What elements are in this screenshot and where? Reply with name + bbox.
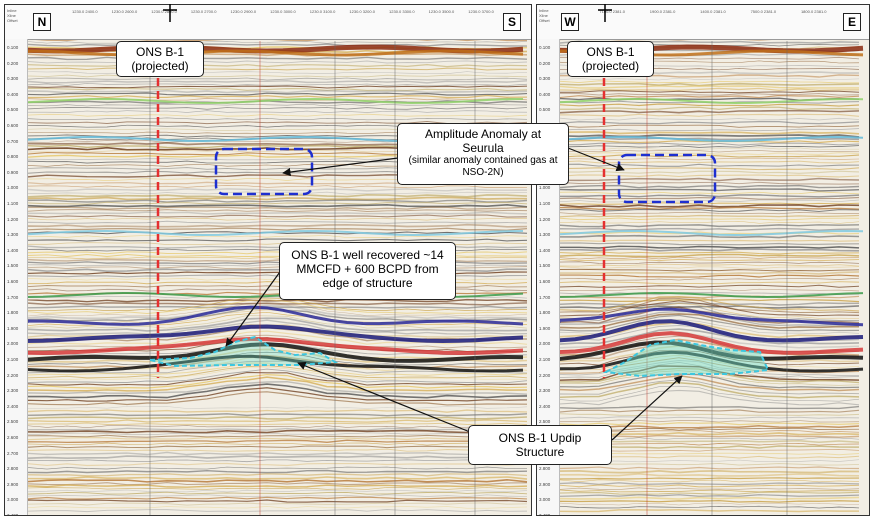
time-tick-label: 1.300 <box>7 232 19 238</box>
time-tick-label: 1.700 <box>539 294 551 300</box>
direction-label-east: E <box>843 13 861 31</box>
time-tick-label: 0.300 <box>539 76 551 82</box>
time-tick-label: 3.000 <box>539 497 551 503</box>
time-tick-label: 0.800 <box>7 154 19 160</box>
time-tick-label: 1.100 <box>539 201 551 206</box>
time-tick-label: 2.000 <box>7 341 19 347</box>
header-labels: Inline Xline Offset <box>7 8 18 23</box>
time-tick-label: 2.400 <box>7 403 19 409</box>
time-tick-label: 1.500 <box>7 263 19 269</box>
time-tick-label: 2.300 <box>539 388 551 394</box>
time-tick-label: 1.900 <box>7 325 19 331</box>
time-tick-label: 0.100 <box>7 45 19 50</box>
time-tick-label: 1.000 <box>539 185 551 191</box>
time-tick-label: 1.800 <box>539 310 551 316</box>
direction-label-north: N <box>33 13 51 31</box>
time-tick-label: 1.500 <box>539 263 551 269</box>
time-tick-label: 1.600 <box>7 279 19 284</box>
time-tick-label: 2.900 <box>7 481 19 487</box>
time-tick-label: 0.300 <box>7 76 19 82</box>
time-axis-left: 0.100 0.200 0.300 0.400 0.500 0.600 0.700 0.800… <box>5 39 28 515</box>
time-tick-label: 1.400 <box>539 247 551 253</box>
time-tick-label: 1.200 <box>539 216 551 222</box>
time-tick-label: 2.100 <box>539 357 551 362</box>
direction-label-west: W <box>561 13 579 31</box>
time-tick-label: 0.200 <box>7 60 19 66</box>
time-tick-label: 1.300 <box>539 232 551 238</box>
header-trace-numbers: 1230.0 2400.0 1230.0 2600.0 1230.0 2800.0 1… <box>72 9 494 14</box>
section-header-right: Inline Xline Offset 7100.0 2381.0 1900.0 … <box>537 5 869 40</box>
time-tick-label: 0.600 <box>7 123 19 128</box>
time-tick-label: 1.900 <box>539 325 551 331</box>
time-tick-label: 2.800 <box>539 466 551 472</box>
section-header-left: Inline Xline Offset 1230.0 2400.0 1230.0 … <box>5 5 531 40</box>
callout-updip-structure: ONS B-1 Updip Structure <box>468 425 612 465</box>
time-tick-label: 2.500 <box>539 419 551 425</box>
time-tick-label: 3.400 <box>7 513 19 516</box>
time-tick-label: 1.100 <box>7 201 19 206</box>
callout-well-recovery: ONS B-1 well recovered ~14 MMCFD + 600 B… <box>279 242 456 300</box>
time-tick-label: 1.700 <box>7 294 19 300</box>
time-tick-label: 1.200 <box>7 216 19 222</box>
time-tick-label: 0.700 <box>7 138 19 144</box>
time-tick-label: 2.000 <box>539 341 551 347</box>
time-tick-label: 2.700 <box>7 450 19 456</box>
time-tick-label: 2.100 <box>7 357 19 362</box>
callout-well-left: ONS B-1 (projected) <box>116 41 204 77</box>
time-tick-label: 0.200 <box>539 60 551 66</box>
time-tick-label: 2.300 <box>7 388 19 394</box>
time-tick-label: 0.500 <box>539 107 551 113</box>
time-tick-label: 2.800 <box>7 466 19 472</box>
time-tick-label: 0.400 <box>539 91 551 97</box>
time-tick-label: 0.400 <box>7 91 19 97</box>
header-labels: Inline Xline Offset <box>539 8 550 23</box>
time-tick-label: 2.500 <box>7 419 19 425</box>
time-tick-label: 2.600 <box>7 435 19 440</box>
time-tick-label: 2.200 <box>539 372 551 378</box>
callout-amplitude-anomaly: Amplitude Anomaly at Seurula (similar an… <box>397 123 569 185</box>
time-tick-label: 0.500 <box>7 107 19 113</box>
direction-label-south: S <box>503 13 521 31</box>
time-tick-label: 1.400 <box>7 247 19 253</box>
callout-well-right: ONS B-1 (projected) <box>567 41 654 77</box>
time-tick-label: 3.000 <box>7 497 19 503</box>
time-tick-label: 1.800 <box>7 310 19 316</box>
time-tick-label: 0.100 <box>539 45 551 50</box>
time-tick-label: 2.200 <box>7 372 19 378</box>
time-tick-label: 0.900 <box>7 169 19 175</box>
time-tick-label: 2.400 <box>539 403 551 409</box>
time-tick-label: 1.000 <box>7 185 19 191</box>
time-tick-label: 1.600 <box>539 279 551 284</box>
header-trace-numbers: 7100.0 2381.0 1900.0 2381.0 1400.0 2381.0 7… <box>599 9 827 14</box>
time-tick-label: 2.900 <box>539 481 551 487</box>
time-tick-label: 3.400 <box>539 513 551 516</box>
